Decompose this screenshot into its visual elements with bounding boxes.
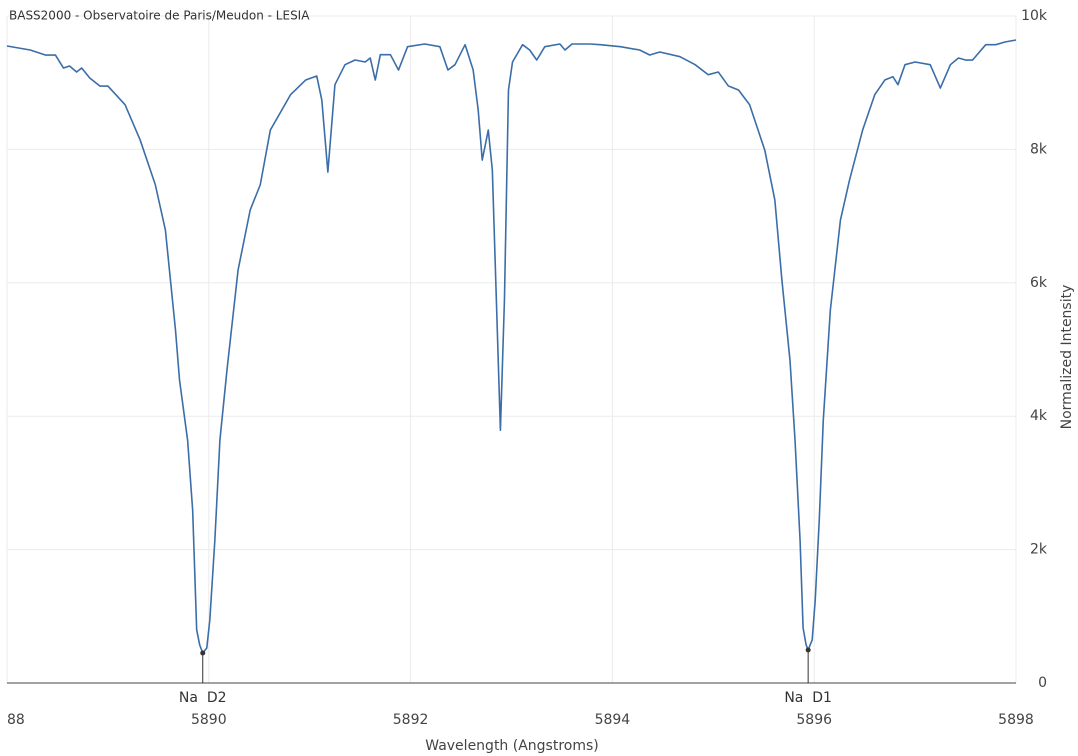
- x-tick-label: 5892: [393, 712, 429, 728]
- x-tick-label: 5890: [191, 712, 227, 728]
- x-tick-label: 5898: [998, 712, 1034, 728]
- grid: [6, 15, 1017, 684]
- annotation-label: Na D2: [179, 690, 227, 706]
- y-tick-label: 4k: [1030, 408, 1048, 424]
- x-tick-label: 5896: [796, 712, 832, 728]
- y-tick-label: 2k: [1030, 542, 1048, 558]
- x-tick-label: 5894: [595, 712, 631, 728]
- y-tick-label: 10k: [1021, 8, 1048, 24]
- annotation-point: [200, 650, 206, 656]
- y-axis-label: Normalized Intensity: [1059, 285, 1075, 430]
- annotation-point: [805, 647, 811, 653]
- y-tick-label: 6k: [1030, 275, 1048, 291]
- x-tick-label: 88: [7, 712, 25, 728]
- spectrum-line: [6, 39, 1017, 654]
- y-tick-label: 0: [1038, 675, 1047, 691]
- chart-title: BASS2000 - Observatoire de Paris/Meudon …: [9, 9, 310, 23]
- annotation-label: Na D1: [784, 690, 832, 706]
- y-tick-label: 8k: [1030, 141, 1048, 157]
- x-axis-label: Wavelength (Angstroms): [425, 738, 599, 754]
